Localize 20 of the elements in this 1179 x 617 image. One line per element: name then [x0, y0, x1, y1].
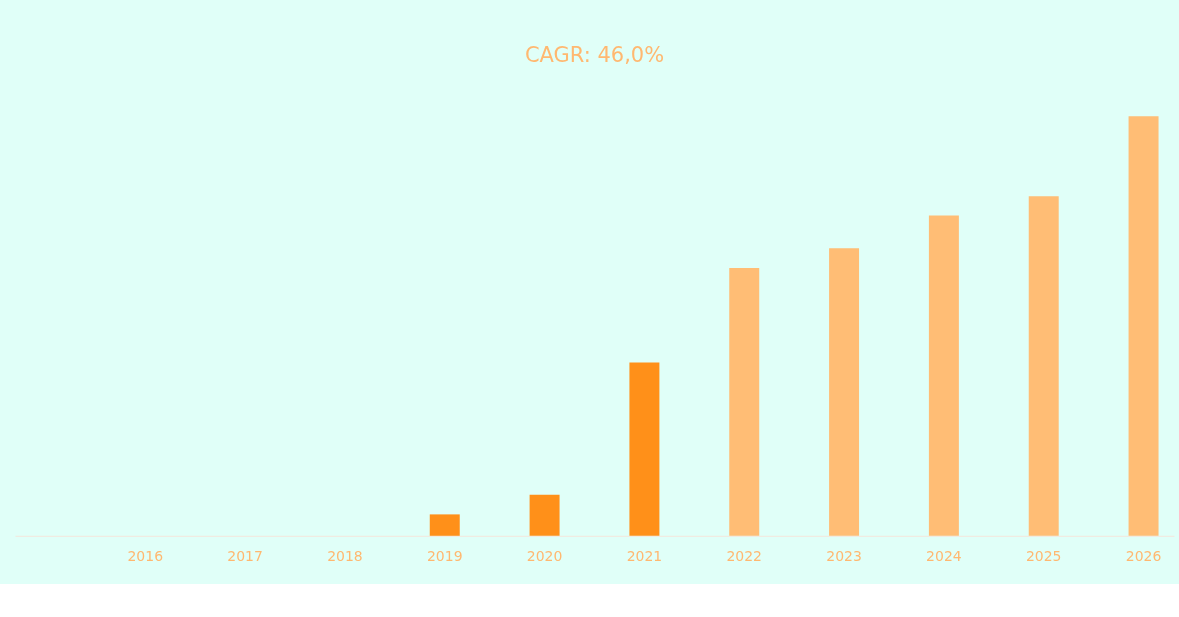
x-tick-label: 2022: [726, 548, 763, 565]
bar: [928, 215, 959, 536]
bar: [1028, 196, 1059, 536]
x-tick-label: 2024: [926, 548, 962, 565]
bar: [529, 494, 560, 536]
x-tick-label: 2017: [227, 548, 263, 565]
chart-title: CAGR: 46,0%: [524, 43, 665, 68]
x-tick-label: 2018: [327, 548, 363, 565]
bar: [429, 514, 460, 536]
x-tick-label: 2021: [626, 548, 663, 565]
bar: [729, 268, 760, 536]
x-tick-label: 2026: [1125, 548, 1162, 565]
bar: [829, 248, 860, 536]
bar: [629, 362, 660, 536]
x-tick-label: 2016: [127, 548, 164, 565]
x-tick-label: 2020: [526, 548, 563, 565]
x-tick-label: 2025: [1025, 548, 1062, 565]
x-tick-label: 2019: [426, 548, 463, 565]
bar: [1128, 116, 1159, 536]
x-tick-label: 2023: [826, 548, 862, 565]
